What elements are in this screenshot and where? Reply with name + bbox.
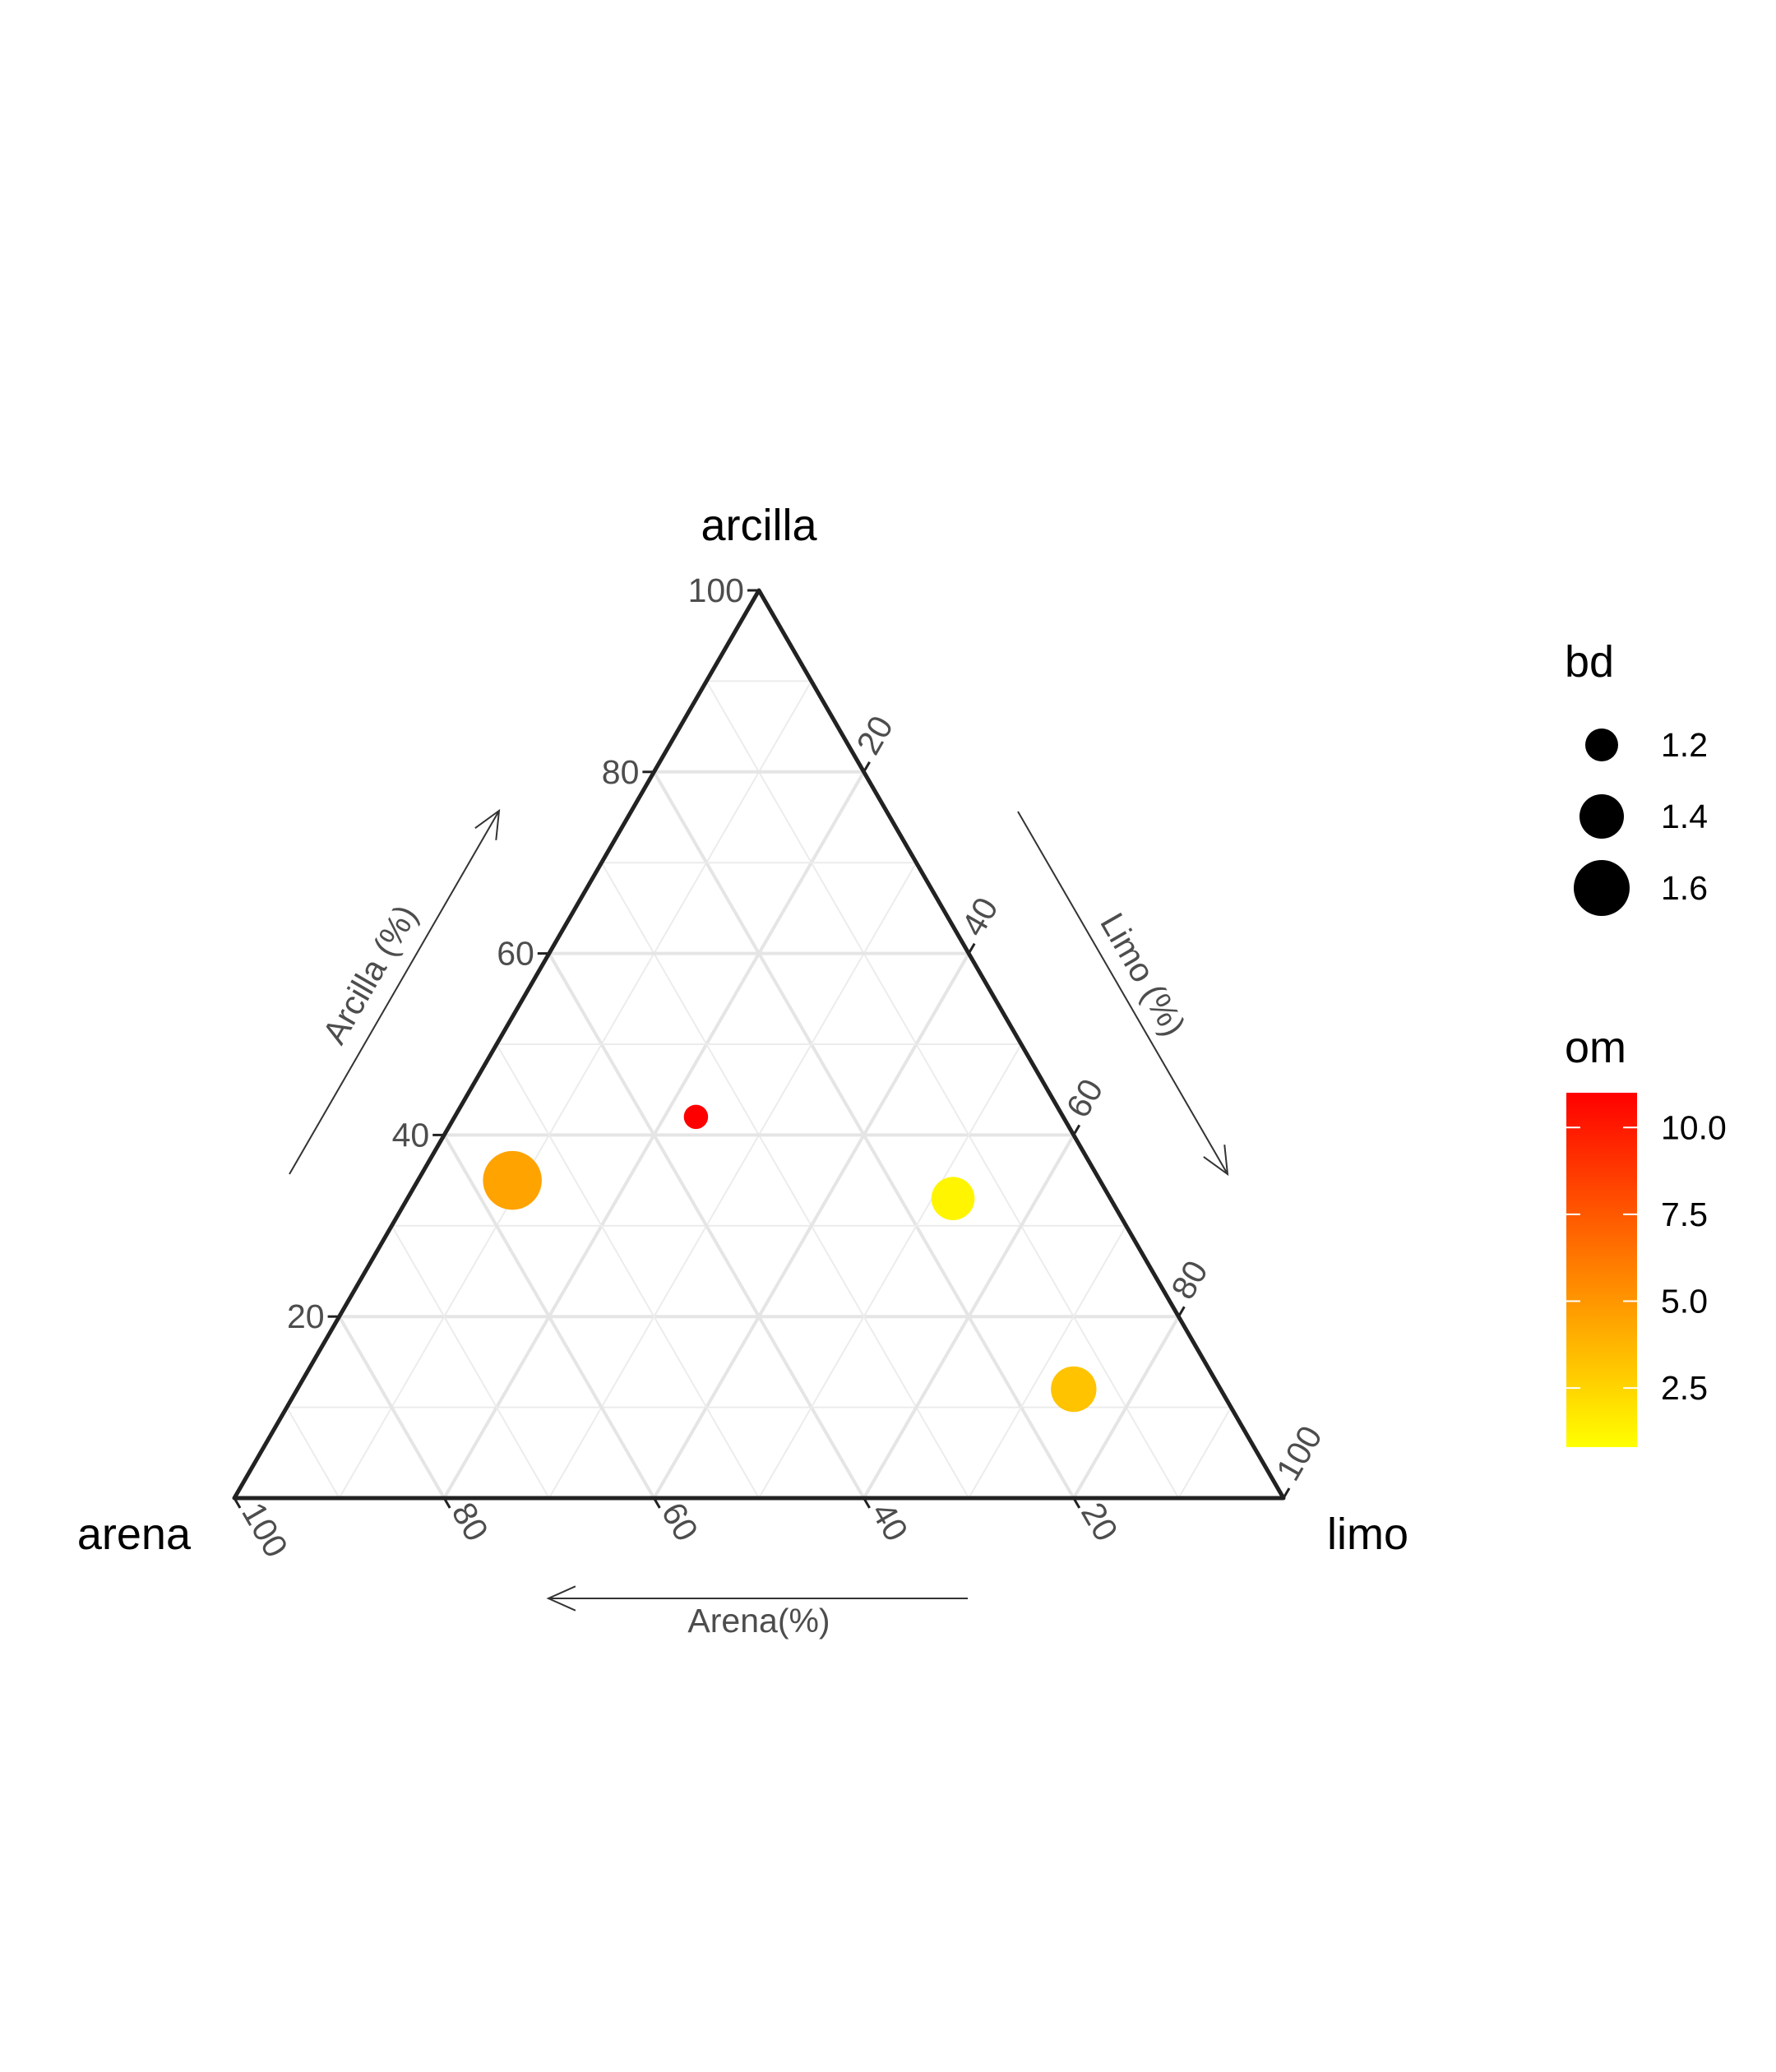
data-point — [483, 1150, 542, 1210]
arena-arrow-head — [546, 1585, 576, 1612]
size-legend-label: 1.2 — [1661, 726, 1708, 764]
grid-line — [758, 1043, 1022, 1499]
arcilla-tick-label: 60 — [497, 935, 534, 973]
apex-label-arena: arena — [77, 1510, 192, 1559]
limo-tick-label: 100 — [1269, 1419, 1330, 1487]
grid-line — [968, 1225, 1127, 1499]
arena-tick-label: 60 — [654, 1496, 706, 1547]
arcilla-arrow-head — [474, 808, 501, 840]
color-legend-label: 7.5 — [1661, 1196, 1708, 1233]
arena-tick-label: 40 — [864, 1496, 916, 1547]
triangle-outline — [232, 588, 1286, 1501]
apex-label-limo: limo — [1327, 1510, 1408, 1559]
arena-tick-label: 80 — [444, 1496, 496, 1547]
grid-line — [285, 1407, 340, 1499]
limo-tick-label: 40 — [954, 891, 1006, 942]
size-legend-key — [1579, 794, 1624, 839]
arena-tick — [863, 1497, 871, 1509]
grid-line — [600, 862, 970, 1499]
arena-tick — [653, 1497, 661, 1509]
arena-tick — [233, 1497, 242, 1509]
limo-arrow — [1017, 811, 1228, 1175]
limo-tick — [1177, 1306, 1186, 1317]
arena-tick — [1072, 1497, 1081, 1509]
size-legend: bd 1.2 1.4 1.6 — [1565, 637, 1708, 916]
arcilla-tick-label: 80 — [602, 753, 640, 791]
limo-tick — [1282, 1487, 1291, 1499]
arcilla-arrow — [289, 810, 500, 1175]
data-points — [483, 1104, 1097, 1413]
grid-line — [442, 1134, 656, 1500]
limo-arrow-head — [1203, 1145, 1229, 1177]
grid-line — [548, 862, 918, 1499]
limo-tick-label: 80 — [1163, 1254, 1215, 1305]
grid-line — [496, 1043, 760, 1499]
arcilla-tick-label: 40 — [392, 1116, 430, 1154]
grid-line — [1072, 1316, 1181, 1500]
color-legend-label: 2.5 — [1661, 1369, 1708, 1407]
color-legend-label: 5.0 — [1661, 1283, 1708, 1320]
arena-tick — [442, 1497, 451, 1509]
data-point — [1051, 1366, 1097, 1413]
grid-line — [1177, 1407, 1233, 1499]
limo-tick-label: 60 — [1059, 1072, 1111, 1123]
triangle-frame — [232, 588, 1286, 1501]
grid-line — [705, 680, 1180, 1499]
axis-ticks: 20 40 60 80 100 20 40 60 80 100 20 40 60 80 100 — [233, 571, 1330, 1564]
limo-tick — [863, 761, 871, 773]
arrow-label-limo: Limo (%) — [1093, 906, 1193, 1042]
axis-arrows — [289, 808, 1229, 1612]
data-point — [931, 1177, 975, 1220]
arena-tick-label: 100 — [234, 1496, 295, 1564]
color-legend-label: 10.0 — [1661, 1108, 1727, 1146]
grid-line — [337, 1316, 446, 1500]
arrow-label-arena: Arena(%) — [687, 1602, 830, 1640]
apex-label-arcilla: arcilla — [701, 501, 817, 550]
limo-tick — [967, 942, 976, 955]
size-legend-key — [1574, 860, 1630, 916]
grid-line — [862, 1134, 1075, 1500]
color-legend-title: om — [1565, 1023, 1626, 1072]
limo-tick-label: 20 — [849, 710, 901, 761]
grid — [285, 680, 1233, 1500]
size-legend-title: bd — [1565, 637, 1614, 687]
grid-line — [391, 1225, 550, 1499]
arena-tick-label: 20 — [1074, 1496, 1126, 1547]
grid-line — [338, 680, 812, 1499]
color-legend: om 10.0 7.5 5.0 2.5 — [1565, 1023, 1727, 1447]
size-legend-label: 1.4 — [1661, 798, 1708, 835]
color-legend-bar — [1566, 1093, 1637, 1447]
size-legend-label: 1.6 — [1661, 869, 1708, 907]
arcilla-tick-label: 100 — [688, 571, 744, 609]
arrow-label-arcilla: Arcilla (%) — [315, 899, 424, 1051]
limo-tick — [1072, 1124, 1081, 1136]
data-point — [683, 1104, 709, 1130]
arcilla-tick-label: 20 — [287, 1297, 325, 1335]
size-legend-key — [1585, 728, 1618, 761]
